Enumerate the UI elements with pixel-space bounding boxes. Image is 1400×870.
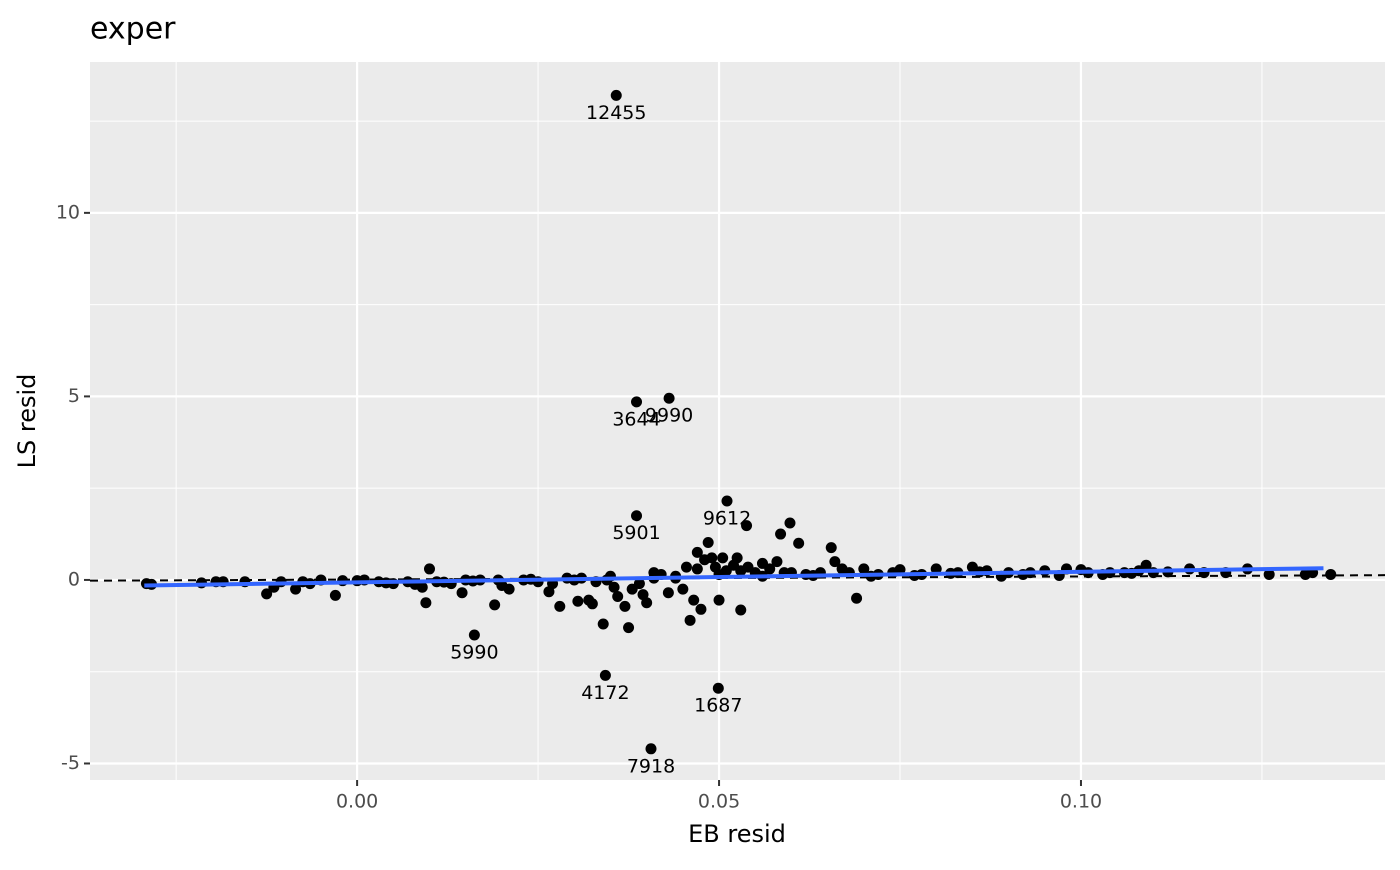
point — [775, 528, 787, 540]
grid — [90, 62, 1385, 780]
point — [712, 682, 724, 694]
point — [735, 565, 747, 577]
point — [612, 590, 624, 602]
point — [456, 587, 468, 599]
point — [677, 583, 689, 595]
point-label: 4172 — [581, 682, 629, 704]
point — [1325, 568, 1337, 580]
point — [610, 89, 622, 101]
x-tick-label: 0.05 — [698, 791, 740, 813]
point — [663, 392, 675, 404]
point — [731, 552, 743, 564]
point — [858, 563, 870, 575]
x-tick-label: 0.00 — [336, 791, 378, 813]
point — [735, 604, 747, 616]
point — [721, 495, 733, 507]
point — [717, 552, 729, 564]
point — [764, 563, 776, 575]
point-label: 12455 — [586, 102, 646, 124]
point-label: 1687 — [694, 695, 742, 717]
point — [599, 669, 611, 681]
axes: 0.00 0.05 0.10 -5 0 5 10 — [56, 201, 1102, 812]
point — [631, 510, 643, 522]
point-label: 5990 — [450, 642, 498, 664]
point — [423, 563, 435, 575]
point — [572, 595, 584, 607]
point — [680, 561, 692, 573]
point — [420, 597, 432, 609]
point — [829, 556, 841, 568]
point — [706, 552, 718, 564]
y-tick-label: 0 — [68, 568, 80, 590]
point — [771, 556, 783, 568]
chart-title: exper — [90, 12, 176, 47]
point-label: 3644 — [612, 408, 660, 430]
fit-line — [144, 566, 1324, 588]
point-label: 5901 — [612, 522, 660, 544]
point — [608, 581, 620, 593]
point — [554, 600, 566, 612]
point — [329, 589, 341, 601]
point — [784, 517, 796, 529]
point — [1263, 568, 1275, 580]
y-tick-label: 10 — [56, 201, 80, 223]
point — [623, 622, 635, 634]
point-label: 9990 — [645, 405, 693, 427]
point — [825, 542, 837, 554]
point — [930, 563, 942, 575]
point-label: 7918 — [627, 755, 675, 777]
x-tick-label: 0.10 — [1060, 791, 1102, 813]
x-axis-label: EB resid — [688, 820, 786, 848]
point — [290, 583, 302, 595]
point — [489, 599, 501, 611]
point — [741, 520, 753, 532]
point — [645, 743, 657, 755]
point — [261, 588, 273, 600]
point — [793, 537, 805, 549]
point — [631, 396, 643, 408]
point — [641, 597, 653, 609]
point — [662, 587, 674, 599]
point-label: 9612 — [703, 508, 751, 530]
point — [648, 567, 660, 579]
point — [851, 592, 863, 604]
panel — [90, 62, 1385, 780]
point — [1140, 559, 1152, 571]
point — [586, 598, 598, 610]
point — [684, 614, 696, 626]
point — [836, 563, 848, 575]
point — [496, 579, 508, 591]
y-tick-label: -5 — [61, 752, 80, 774]
point — [633, 578, 645, 590]
point — [695, 603, 707, 615]
point — [702, 537, 714, 549]
point — [688, 594, 700, 606]
point — [691, 563, 703, 575]
point — [691, 546, 703, 558]
point — [468, 629, 480, 641]
y-tick-label: 5 — [68, 385, 80, 407]
point — [619, 600, 631, 612]
point — [597, 618, 609, 630]
y-axis-label: LS resid — [13, 374, 41, 469]
point — [713, 594, 725, 606]
